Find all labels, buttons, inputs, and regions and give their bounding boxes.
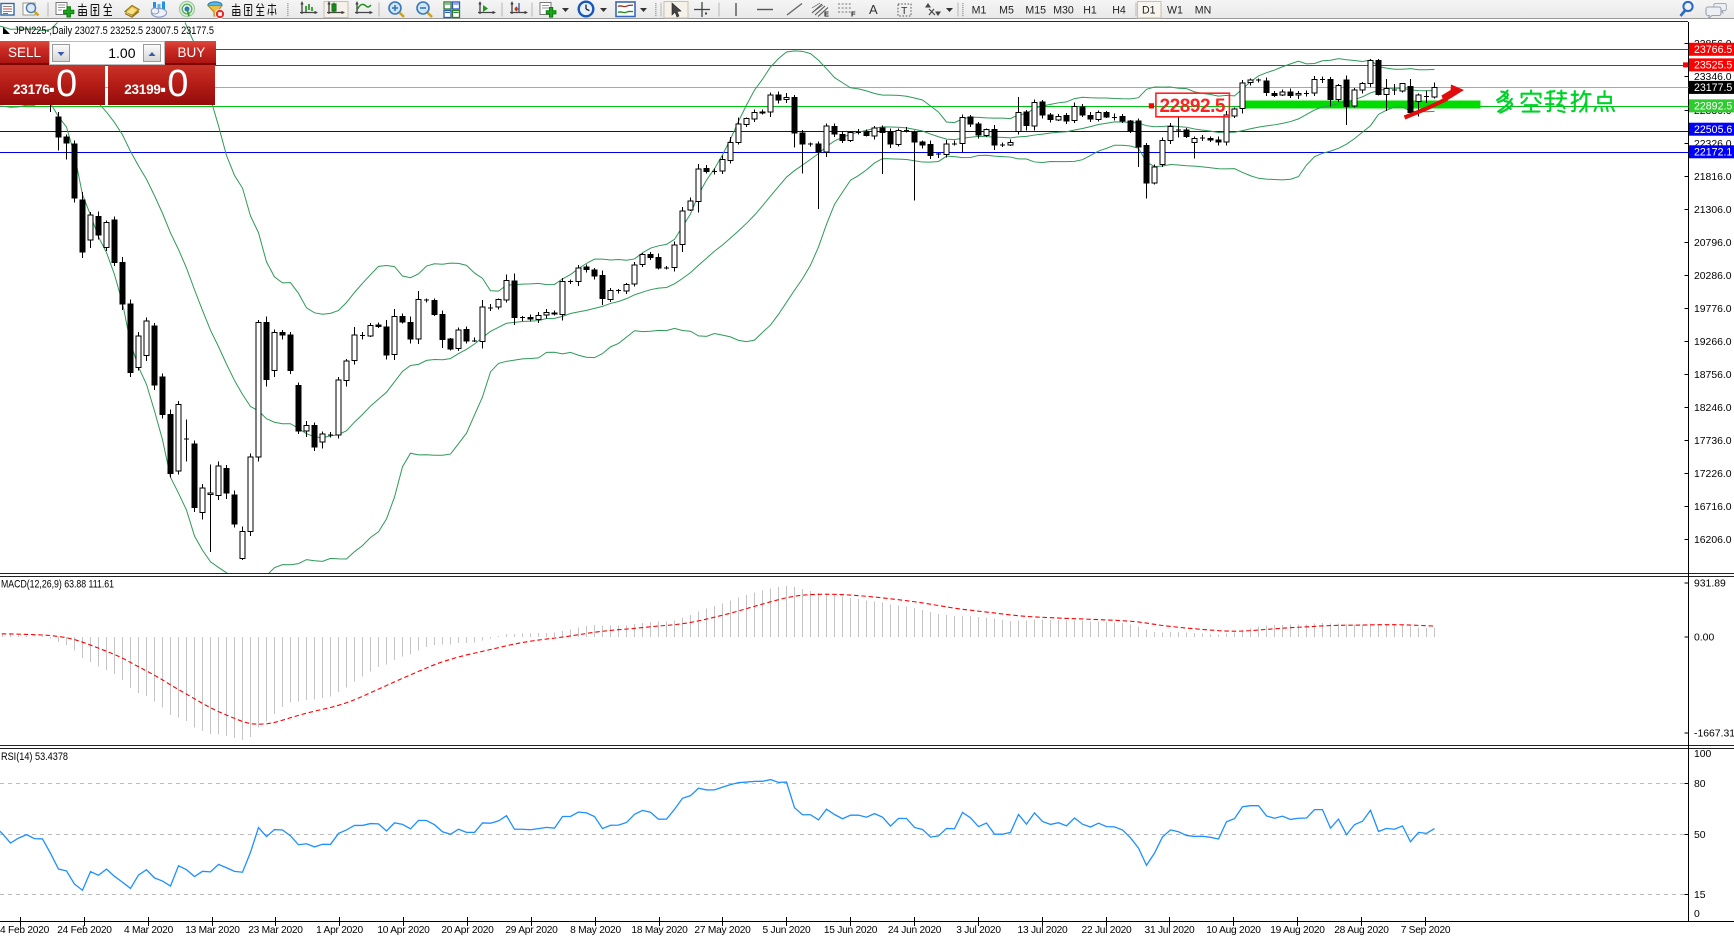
svg-text:-1667.31: -1667.31 (1694, 729, 1734, 740)
svg-text:22326.0: 22326.0 (1694, 139, 1732, 150)
svg-text:1 Apr 2020: 1 Apr 2020 (316, 925, 363, 936)
svg-text:H1: H1 (1083, 5, 1097, 17)
svg-text:10 Aug 2020: 10 Aug 2020 (1206, 925, 1261, 936)
svg-text:16206.0: 16206.0 (1694, 535, 1732, 546)
svg-text:19776.0: 19776.0 (1694, 304, 1732, 315)
svg-text:22 Jul 2020: 22 Jul 2020 (1082, 925, 1133, 936)
svg-text:24 Jun 2020: 24 Jun 2020 (888, 925, 942, 936)
svg-text:20286.0: 20286.0 (1694, 271, 1732, 282)
svg-text:W1: W1 (1167, 5, 1183, 17)
svg-text:15: 15 (1694, 890, 1706, 901)
svg-text:29 Apr 2020: 29 Apr 2020 (505, 925, 558, 936)
svg-text:23177.5: 23177.5 (1694, 82, 1732, 94)
svg-text:M5: M5 (999, 5, 1014, 17)
svg-text:80: 80 (1694, 779, 1706, 790)
svg-text:21816.0: 21816.0 (1694, 172, 1732, 183)
svg-text:21306.0: 21306.0 (1694, 205, 1732, 216)
svg-text:8 May 2020: 8 May 2020 (570, 925, 621, 936)
svg-text:M1: M1 (972, 5, 987, 17)
svg-text:JPN225-,Daily 23027.5 23252.5: JPN225-,Daily 23027.5 23252.5 23007.5 23… (14, 25, 214, 37)
svg-text:20 Apr 2020: 20 Apr 2020 (441, 925, 494, 936)
svg-text:M30: M30 (1053, 5, 1074, 17)
svg-text:19266.0: 19266.0 (1694, 337, 1732, 348)
svg-text:931.89: 931.89 (1694, 579, 1726, 590)
svg-text:H4: H4 (1112, 5, 1126, 17)
svg-text:31 Jul 2020: 31 Jul 2020 (1145, 925, 1196, 936)
svg-text:MN: MN (1195, 5, 1211, 17)
svg-text:20796.0: 20796.0 (1694, 238, 1732, 249)
svg-text:22892.5: 22892.5 (1160, 96, 1226, 117)
svg-text:19 Aug 2020: 19 Aug 2020 (1270, 925, 1325, 936)
svg-text:5 Jun 2020: 5 Jun 2020 (763, 925, 811, 936)
svg-text:100: 100 (1694, 749, 1712, 760)
svg-text:22892.5: 22892.5 (1694, 101, 1732, 113)
svg-text:A: A (869, 2, 878, 17)
svg-text:0.00: 0.00 (1694, 633, 1714, 644)
svg-text:4 Feb 2020: 4 Feb 2020 (0, 925, 50, 936)
svg-text:MACD(12,26,9) 63.88 111.61: MACD(12,26,9) 63.88 111.61 (1, 579, 114, 591)
svg-text:28 Aug 2020: 28 Aug 2020 (1334, 925, 1389, 936)
svg-text:17226.0: 17226.0 (1694, 469, 1732, 480)
svg-text:27 May 2020: 27 May 2020 (694, 925, 751, 936)
svg-text:23 Mar 2020: 23 Mar 2020 (248, 925, 303, 936)
svg-text:16716.0: 16716.0 (1694, 502, 1732, 513)
svg-text:13 Mar 2020: 13 Mar 2020 (185, 925, 240, 936)
svg-text:15 Jun 2020: 15 Jun 2020 (824, 925, 878, 936)
svg-text:0: 0 (1694, 909, 1700, 920)
svg-text:18246.0: 18246.0 (1694, 403, 1732, 414)
svg-text:13 Jul 2020: 13 Jul 2020 (1018, 925, 1069, 936)
svg-text:F: F (851, 10, 856, 19)
svg-text:M15: M15 (1025, 5, 1046, 17)
svg-text:18 May 2020: 18 May 2020 (631, 925, 688, 936)
svg-text:E: E (824, 10, 829, 19)
svg-text:10 Apr 2020: 10 Apr 2020 (377, 925, 430, 936)
svg-text:22172.1: 22172.1 (1694, 147, 1732, 159)
svg-text:3 Jul 2020: 3 Jul 2020 (956, 925, 1001, 936)
svg-text:T: T (901, 5, 908, 17)
svg-text:RSI(14) 53.4378: RSI(14) 53.4378 (1, 751, 68, 763)
svg-text:23525.5: 23525.5 (1694, 60, 1732, 72)
svg-text:4 Mar 2020: 4 Mar 2020 (124, 925, 174, 936)
svg-text:7 Sep 2020: 7 Sep 2020 (1401, 925, 1451, 936)
svg-text:17736.0: 17736.0 (1694, 436, 1732, 447)
svg-text:24 Feb 2020: 24 Feb 2020 (57, 925, 112, 936)
svg-text:23766.5: 23766.5 (1694, 44, 1732, 56)
svg-text:50: 50 (1694, 830, 1706, 841)
svg-text:22505.6: 22505.6 (1694, 124, 1732, 136)
svg-text:18756.0: 18756.0 (1694, 370, 1732, 381)
svg-text:D1: D1 (1142, 5, 1156, 17)
svg-text:23346.0: 23346.0 (1694, 72, 1732, 83)
